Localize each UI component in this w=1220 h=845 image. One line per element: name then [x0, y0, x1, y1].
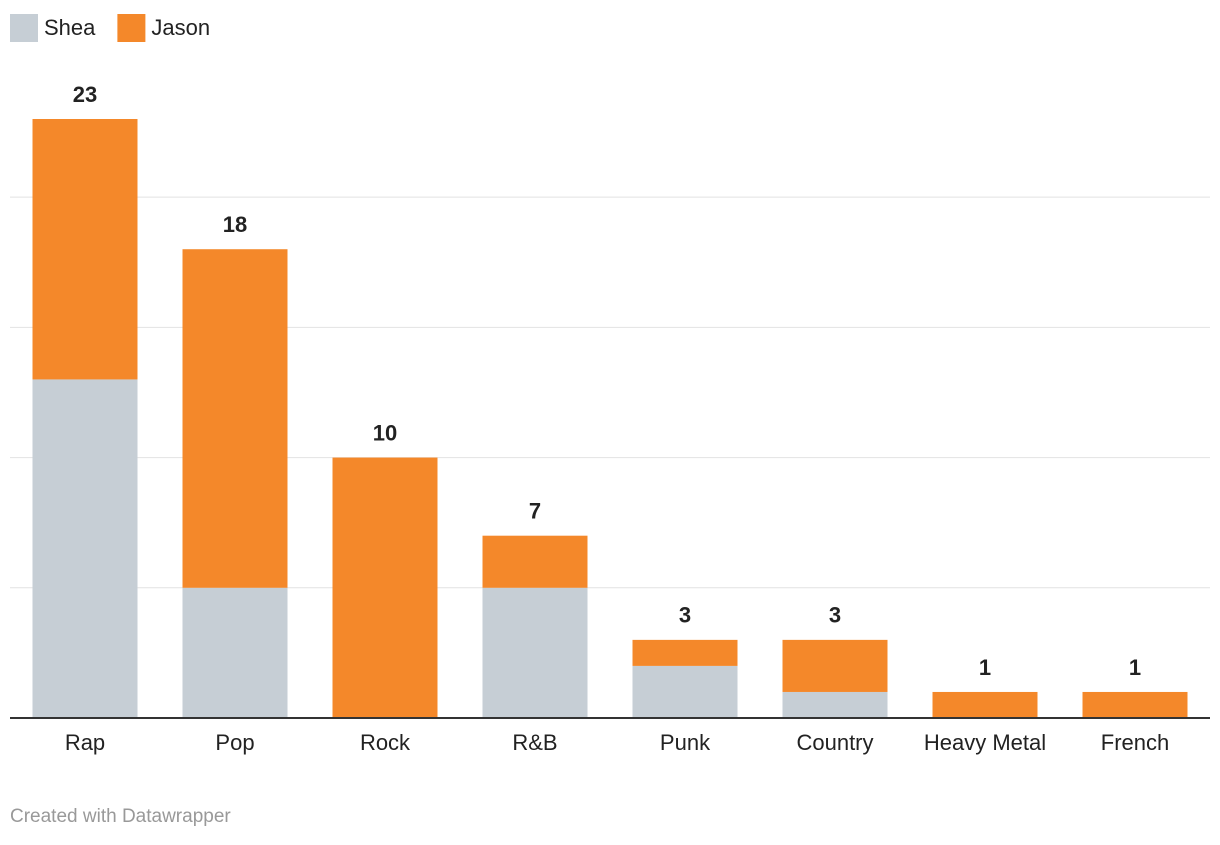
- x-tick-label: French: [1101, 730, 1169, 755]
- legend-label: Shea: [44, 15, 96, 40]
- bar-segment: [182, 587, 288, 718]
- total-label: 1: [1129, 655, 1141, 680]
- x-tick-label: Country: [796, 730, 873, 755]
- bar-segment: [32, 119, 138, 380]
- bar-segment: [182, 249, 288, 588]
- legend-swatch: [117, 14, 146, 42]
- bar-segment: [482, 535, 588, 588]
- bar-segment: [932, 691, 1038, 718]
- legend-label: Jason: [151, 15, 210, 40]
- bar-segment: [632, 639, 738, 666]
- x-tick-label: R&B: [512, 730, 557, 755]
- bar-segment: [32, 379, 138, 718]
- x-tick-label: Heavy Metal: [924, 730, 1046, 755]
- x-tick-label: Punk: [660, 730, 711, 755]
- total-label: 3: [829, 603, 841, 628]
- x-tick-label: Rap: [65, 730, 105, 755]
- bar-segment: [782, 639, 888, 692]
- bar-segment: [632, 665, 738, 718]
- total-label: 23: [73, 82, 97, 107]
- legend-swatch: [10, 14, 38, 42]
- footer: Created with Datawrapper: [10, 806, 231, 827]
- total-label: 3: [679, 603, 691, 628]
- bar-segment: [782, 691, 888, 718]
- bar-segment: [332, 457, 438, 718]
- total-label: 18: [223, 212, 247, 237]
- total-label: 7: [529, 499, 541, 524]
- x-tick-label: Pop: [215, 730, 254, 755]
- total-label: 10: [373, 420, 397, 445]
- x-tick-label: Rock: [360, 730, 411, 755]
- total-label: 1: [979, 655, 991, 680]
- bar-segment: [482, 587, 588, 718]
- bar-segment: [1082, 691, 1188, 718]
